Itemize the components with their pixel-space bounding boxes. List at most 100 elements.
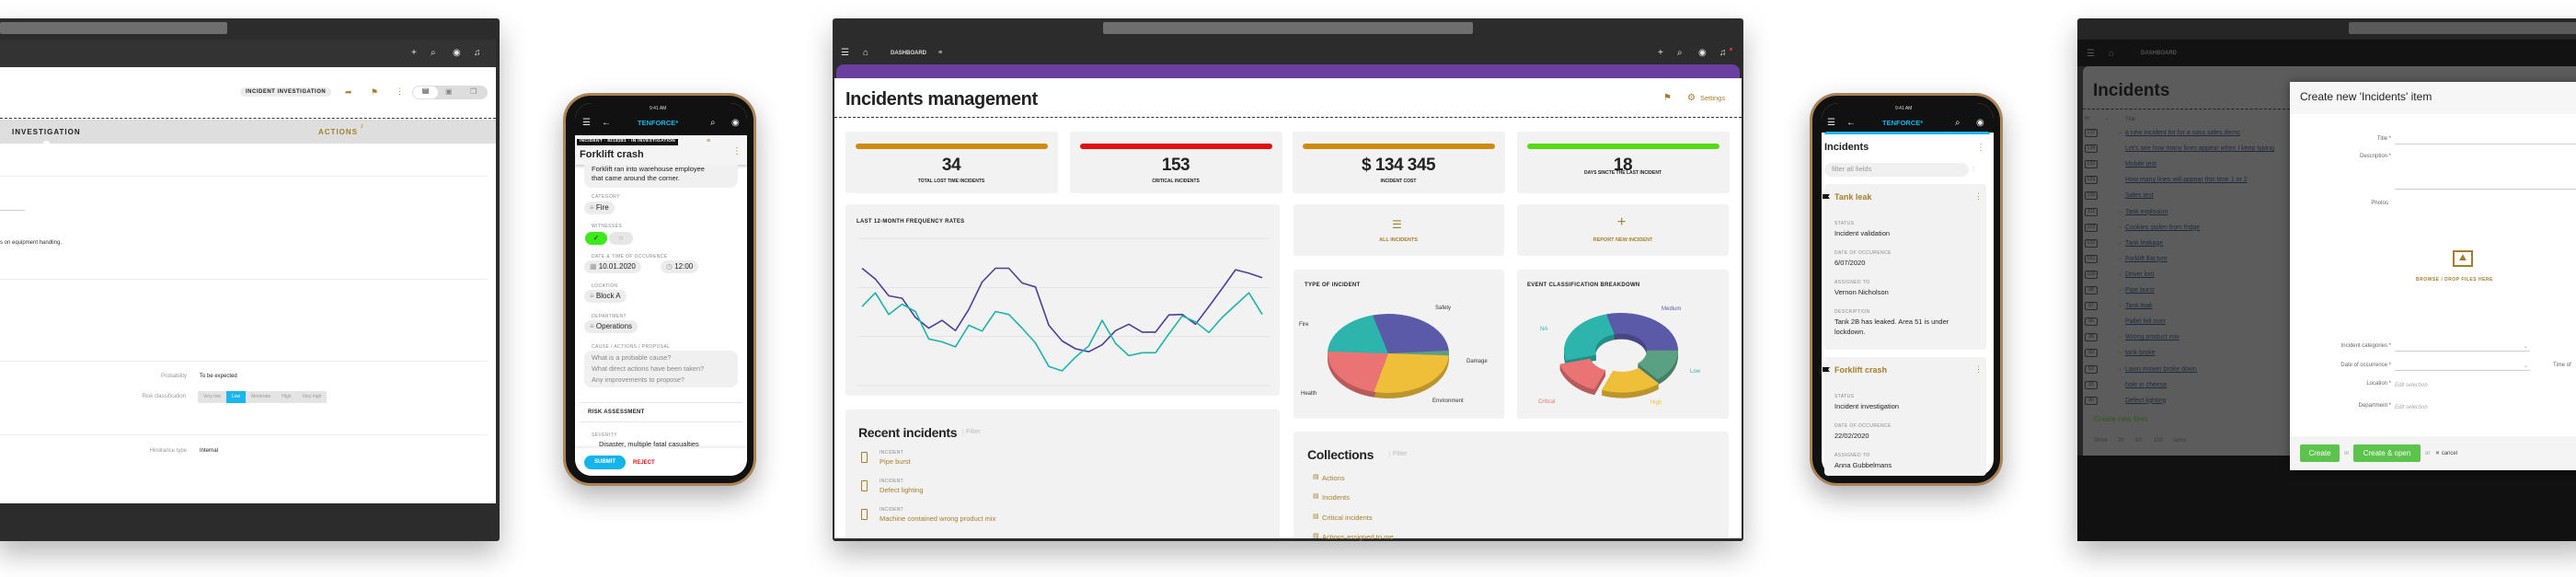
list-icon[interactable]: ≡ — [707, 138, 711, 144]
share-icon[interactable]: ➦ — [345, 87, 352, 97]
incident-row-link[interactable]: Wrong product mix — [2125, 334, 2179, 341]
breadcrumb-dashboard[interactable]: DASHBOARD — [891, 51, 926, 56]
filter-settings-icon[interactable]: ⫶ — [1972, 165, 1974, 173]
filter-icon[interactable]: ≡ — [938, 50, 943, 56]
incident-row-link[interactable]: Sales test — [2125, 192, 2154, 200]
incident-card-title[interactable]: Forklift crash — [1834, 365, 1888, 375]
incident-card[interactable] — [1824, 184, 1986, 350]
breadcrumb-dashboard[interactable]: DASHBOARD — [2141, 51, 2177, 56]
kebab-menu-icon[interactable]: ⋮ — [1974, 364, 1983, 374]
recent-incident-link[interactable]: Defect lighting — [880, 486, 924, 494]
home-icon[interactable]: ⌂ — [2109, 49, 2115, 59]
location-edit-selection[interactable]: Edit selection — [2395, 383, 2428, 388]
url-bar[interactable] — [0, 22, 227, 34]
create-and-open-button[interactable]: Create & open — [2353, 444, 2421, 462]
menu-icon[interactable]: ☰ — [582, 118, 591, 128]
cancel-link[interactable]: ✕ cancel — [2435, 451, 2458, 456]
department-edit-selection[interactable]: Edit selection — [2395, 405, 2428, 410]
risk-option-moderate[interactable]: Moderate — [251, 394, 271, 399]
column-title[interactable]: Title — [2125, 117, 2136, 122]
incident-row-link[interactable]: Let's see how many lines appear when I k… — [2125, 145, 2275, 153]
tab-actions[interactable]: ACTIONS — [318, 128, 358, 136]
witnesses-toggle-no[interactable]: ○ — [609, 232, 633, 245]
page-size-50[interactable]: 50 — [2135, 438, 2142, 444]
column-nr[interactable]: Nr — [2085, 116, 2090, 121]
incident-row-link[interactable]: Pipe burst — [2125, 287, 2155, 294]
severity-value[interactable]: Disaster, multiple fatal casualties — [599, 440, 699, 448]
incident-row-link[interactable]: Driver lost — [2125, 271, 2155, 278]
chevron-down-icon[interactable]: ⌄ — [2524, 364, 2529, 369]
location-field[interactable]: ≡ Block A — [584, 290, 627, 303]
report-new-incident-button[interactable] — [1517, 204, 1729, 256]
user-icon[interactable]: ◉ — [731, 118, 740, 128]
collection-link[interactable]: Actions — [1322, 474, 1345, 482]
chat-view-icon[interactable]: ▣ — [445, 87, 453, 96]
recent-incident-link[interactable]: Machine contained wrong product mix — [880, 514, 996, 523]
page-size-100[interactable]: 100 — [2154, 438, 2164, 444]
search-icon[interactable]: ⌕ — [1955, 118, 1961, 128]
settings-link[interactable]: Settings — [1700, 94, 1726, 102]
category-field[interactable]: ≡ Fire — [584, 202, 615, 214]
risk-option-high[interactable]: High — [282, 394, 292, 399]
submit-button[interactable]: SUBMIT — [584, 456, 626, 469]
plus-icon[interactable]: + — [411, 48, 417, 58]
date-field[interactable]: ▦ 10.01.2020 — [584, 260, 641, 273]
search-icon[interactable]: ⌕ — [1677, 48, 1683, 58]
incident-row-link[interactable]: Mobile test — [2125, 161, 2156, 168]
url-bar[interactable] — [1103, 22, 1473, 34]
incident-row-link[interactable]: Lawn mower broke down — [2125, 365, 2197, 373]
incident-row-link[interactable]: hole in cheese — [2125, 381, 2168, 388]
form-view-icon[interactable]: ▤ — [413, 87, 438, 98]
collection-link[interactable]: Actions assigned to me — [1322, 532, 1394, 541]
bell-icon[interactable]: ♫ — [1719, 48, 1727, 58]
time-field[interactable]: ◷ 12:00 — [661, 260, 699, 273]
bookmark-icon[interactable]: ⚑ — [1663, 93, 1672, 103]
incident-row-link[interactable]: How many lines will appear this time 1 o… — [2125, 177, 2248, 184]
collection-link[interactable]: Critical incidents — [1322, 513, 1373, 522]
search-icon[interactable]: ⌕ — [710, 118, 716, 128]
kebab-menu-icon[interactable]: ⋮ — [732, 146, 742, 156]
filter-input[interactable]: filter all fields — [1824, 163, 1969, 177]
user-icon[interactable]: ◉ — [1976, 118, 1984, 128]
incident-row-link[interactable]: Forklift flat tyre — [2125, 255, 2168, 262]
page-size-20[interactable]: 20 — [2118, 438, 2124, 444]
risk-classification-selector[interactable]: Very low Low Moderate High Very high — [198, 391, 328, 403]
risk-option-very-low[interactable]: Very low — [203, 394, 221, 399]
incident-row-link[interactable]: tank broke — [2125, 350, 2156, 357]
department-field[interactable]: ≡ Operations — [584, 320, 638, 333]
back-icon[interactable]: ← — [1846, 118, 1856, 128]
witnesses-toggle-yes[interactable]: ✓ — [585, 232, 607, 245]
url-bar[interactable] — [2349, 22, 2576, 34]
create-new-item-link[interactable]: Create new item — [2094, 415, 2148, 423]
back-icon[interactable]: ← — [602, 118, 611, 128]
kebab-menu-icon[interactable]: ⋮ — [1974, 191, 1983, 201]
user-icon[interactable]: ◉ — [1698, 48, 1707, 58]
incident-row-link[interactable]: Cookies stolen from fridge — [2125, 224, 2201, 231]
home-icon[interactable]: ⌂ — [863, 48, 869, 58]
incident-row-link[interactable]: Tank explosion — [2125, 208, 2168, 215]
collections-filter[interactable]: Filter — [1389, 451, 1408, 457]
incident-row-link[interactable]: Tank leak — [2125, 303, 2153, 310]
reject-button[interactable]: REJECT — [633, 460, 655, 466]
incident-card-title[interactable]: Tank leak — [1834, 192, 1872, 202]
upload-dropzone-label[interactable]: BROWSE / DROP FILES HERE — [2416, 277, 2493, 283]
chevron-down-icon[interactable]: ⌄ — [2524, 344, 2529, 350]
description-field[interactable] — [584, 165, 738, 188]
all-incidents-button[interactable] — [1294, 204, 1504, 256]
incident-categories-select[interactable] — [2395, 351, 2530, 352]
menu-icon[interactable]: ☰ — [841, 48, 849, 58]
search-icon[interactable]: ⌕ — [431, 48, 436, 58]
kebab-menu-icon[interactable]: ⋮ — [396, 87, 404, 96]
plus-icon[interactable]: + — [1658, 48, 1663, 58]
description-input[interactable] — [2395, 189, 2576, 190]
settings-icon[interactable]: ⚙ — [1687, 93, 1696, 103]
bell-icon[interactable]: ♫ — [474, 48, 481, 58]
menu-icon[interactable]: ☰ — [2087, 49, 2095, 59]
gallery-view-icon[interactable]: ❐ — [470, 87, 477, 96]
incident-row-link[interactable]: Tank leakage — [2125, 239, 2164, 247]
create-button[interactable]: Create — [2300, 444, 2340, 462]
incident-row-link[interactable]: a new incident for for a sass sales demo — [2125, 130, 2240, 136]
collection-link[interactable]: Incidents — [1322, 493, 1351, 502]
tab-investigation[interactable]: INVESTIGATION — [12, 128, 81, 136]
sort-icon[interactable]: ⌄ — [2105, 116, 2110, 121]
